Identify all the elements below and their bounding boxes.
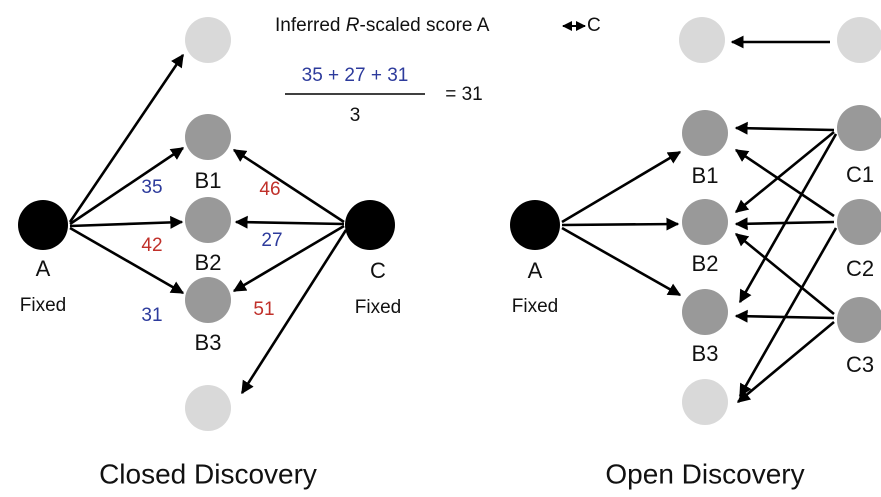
arrow: [69, 226, 185, 295]
score-title-suffix: -scaled score A: [360, 15, 490, 36]
node-label: A: [36, 256, 51, 281]
node: [682, 110, 728, 156]
node-label: B3: [195, 330, 222, 355]
node: [185, 17, 231, 63]
node: [837, 297, 881, 343]
formula-result: = 31: [445, 84, 483, 105]
arrow: [69, 215, 184, 229]
arrow: [234, 215, 345, 229]
node: [682, 379, 728, 425]
arrow: [68, 53, 185, 223]
edge-score: 42: [141, 235, 162, 256]
arrow: [232, 224, 345, 293]
arrow: [561, 226, 682, 297]
arrow: [561, 150, 682, 224]
arrow: [734, 309, 835, 323]
node-sublabel: Fixed: [512, 296, 558, 317]
node-label: B2: [195, 250, 222, 275]
node: [682, 199, 728, 245]
node-label: B3: [692, 341, 719, 366]
arrow: [734, 232, 835, 316]
node: [837, 105, 881, 151]
node-label: C: [370, 258, 386, 283]
score-title-end: C: [587, 15, 601, 36]
node: [185, 197, 231, 243]
node-label: C2: [846, 256, 874, 281]
node: [185, 277, 231, 323]
arrow: [738, 227, 838, 398]
node: [682, 289, 728, 335]
edge-score: 46: [259, 179, 280, 200]
arrow: [734, 121, 835, 135]
edge-score: 51: [253, 299, 274, 320]
formula-denominator: 3: [350, 105, 361, 126]
arrow: [734, 130, 835, 214]
node-sublabel: Fixed: [355, 297, 401, 318]
panel-title: Open Discovery: [605, 458, 804, 489]
node-label: A: [528, 258, 543, 283]
node-sublabel: Fixed: [20, 295, 66, 316]
node: [510, 200, 560, 250]
node-label: C3: [846, 352, 874, 377]
node: [345, 200, 395, 250]
edge-score: 27: [261, 230, 282, 251]
node: [837, 17, 881, 63]
node: [679, 17, 725, 63]
score-title-italic: R: [346, 15, 360, 36]
arrow: [240, 229, 348, 395]
arrow: [738, 133, 838, 304]
arrow: [734, 217, 835, 231]
arrow: [734, 148, 835, 218]
score-title-prefix: Inferred: [275, 15, 346, 36]
arrow: [737, 321, 835, 403]
arrow: [561, 217, 680, 231]
open-discovery: A Fixed B1 B2 B3 C1 C2 C3 Open Discovery: [510, 17, 881, 489]
node: [185, 114, 231, 160]
formula-numerator: 35 + 27 + 31: [302, 65, 409, 86]
node-label: B2: [692, 251, 719, 276]
edge-score: 35: [141, 177, 162, 198]
arrow: [232, 148, 345, 224]
node: [837, 199, 881, 245]
node-label: B1: [692, 163, 719, 188]
node: [185, 385, 231, 431]
node-label: C1: [846, 162, 874, 187]
score-title: Inferred R-scaled score A: [275, 15, 490, 36]
closed-discovery: A Fixed B1 B2 B3 C Fixed 35 42 31 46 27 …: [18, 15, 601, 489]
edge-score: 31: [141, 305, 162, 326]
node-label: B1: [195, 168, 222, 193]
panel-title: Closed Discovery: [99, 458, 317, 489]
arrow: [69, 146, 185, 226]
node: [18, 200, 68, 250]
